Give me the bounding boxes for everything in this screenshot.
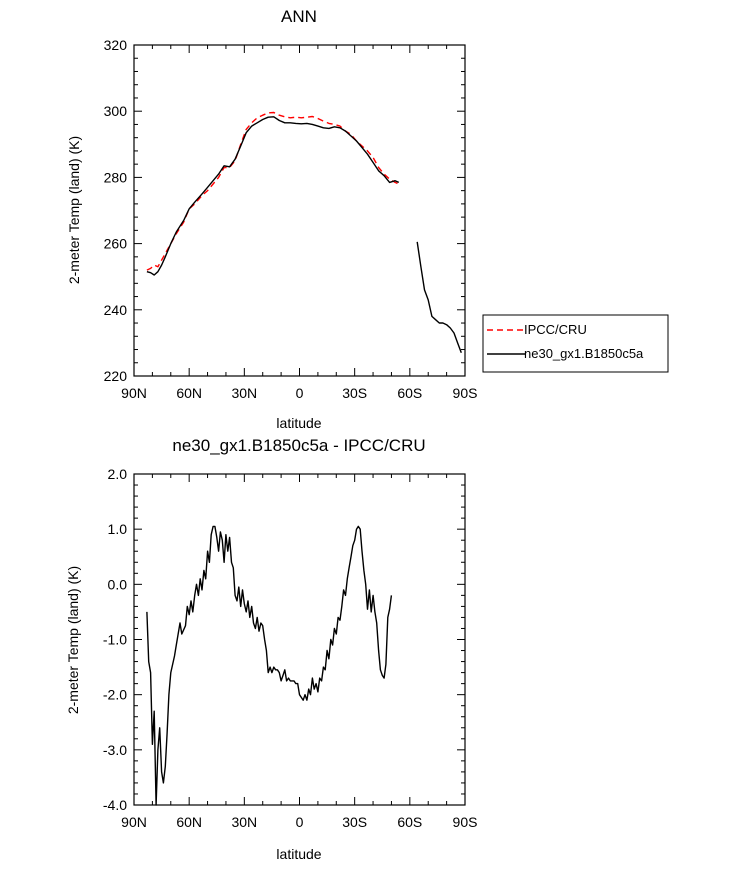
legend-box <box>482 314 669 373</box>
top-series-line-ne30-gx1-b1850c5a <box>416 241 462 354</box>
bottom-x-tick-label: 30S <box>342 814 367 830</box>
top-series-line-ipcc-cru <box>146 111 402 271</box>
top-x-tick-label: 60N <box>176 385 202 401</box>
top-chart: ANN 90N 60N 30N 0 30S 60S 90S 220 240 260 280 300 32… <box>66 7 669 431</box>
top-chart-title: ANN <box>281 7 317 26</box>
bottom-y-tick-label: 0.0 <box>108 576 128 592</box>
top-y-tick-label: 280 <box>104 169 128 185</box>
top-y-tick-label: 240 <box>104 302 128 318</box>
bottom-axes-group: 90N 60N 30N 0 30S 60S 90S -4.0 -3.0 -2.0 -1.0 0.0 1.… <box>103 466 478 830</box>
bottom-x-tick-label: 30N <box>231 814 257 830</box>
bottom-x-tick-label: 0 <box>296 814 304 830</box>
bottom-x-axis-label: latitude <box>276 846 321 862</box>
top-plot-frame <box>133 44 466 377</box>
top-y-axis-label: 2-meter Temp (land) (K) <box>66 136 82 284</box>
legend-label-ipcc-cru: IPCC/CRU <box>524 322 587 337</box>
bottom-y-axis-label: 2-meter Temp (land) (K) <box>65 566 81 714</box>
legend-label-model: ne30_gx1.B1850c5a <box>524 346 644 361</box>
bottom-x-tick-label: 60N <box>176 814 202 830</box>
top-x-tick-label: 60S <box>397 385 422 401</box>
bottom-y-tick-label: -4.0 <box>103 797 127 813</box>
legend: IPCC/CRU ne30_gx1.B1850c5a <box>482 314 669 373</box>
bottom-y-tick-label: 2.0 <box>108 466 128 482</box>
bottom-y-tick-label: 1.0 <box>108 521 128 537</box>
bottom-y-tick-label: -3.0 <box>103 742 127 758</box>
bottom-plot-frame <box>133 473 466 806</box>
top-series-group <box>146 111 462 354</box>
bottom-chart: ne30_gx1.B1850c5a - IPCC/CRU 90N 60N 30N 0 3… <box>65 436 477 862</box>
top-x-axis-label: latitude <box>276 415 321 431</box>
top-x-tick-label: 0 <box>296 385 304 401</box>
bottom-x-tick-label: 90N <box>121 814 147 830</box>
top-axes-group: 90N 60N 30N 0 30S 60S 90S 220 240 260 280 300 320 <box>104 37 478 401</box>
bottom-x-tick-label: 90S <box>453 814 478 830</box>
top-x-tick-label: 90S <box>453 385 478 401</box>
top-x-tick-label: 30N <box>231 385 257 401</box>
top-x-tick-label: 30S <box>342 385 367 401</box>
top-y-tick-label: 300 <box>104 103 128 119</box>
bottom-series-group <box>146 525 393 806</box>
bottom-y-tick-label: -1.0 <box>103 632 127 648</box>
bottom-x-tick-label: 60S <box>397 814 422 830</box>
top-y-tick-label: 320 <box>104 37 128 53</box>
top-series-line-ne30-gx1-b1850c5a <box>146 116 400 276</box>
bottom-chart-title: ne30_gx1.B1850c5a - IPCC/CRU <box>172 436 425 455</box>
bottom-series-line-difference <box>146 525 393 806</box>
top-y-tick-label: 260 <box>104 236 128 252</box>
top-x-tick-label: 90N <box>121 385 147 401</box>
bottom-y-tick-label: -2.0 <box>103 687 127 703</box>
top-y-tick-label: 220 <box>104 368 128 384</box>
